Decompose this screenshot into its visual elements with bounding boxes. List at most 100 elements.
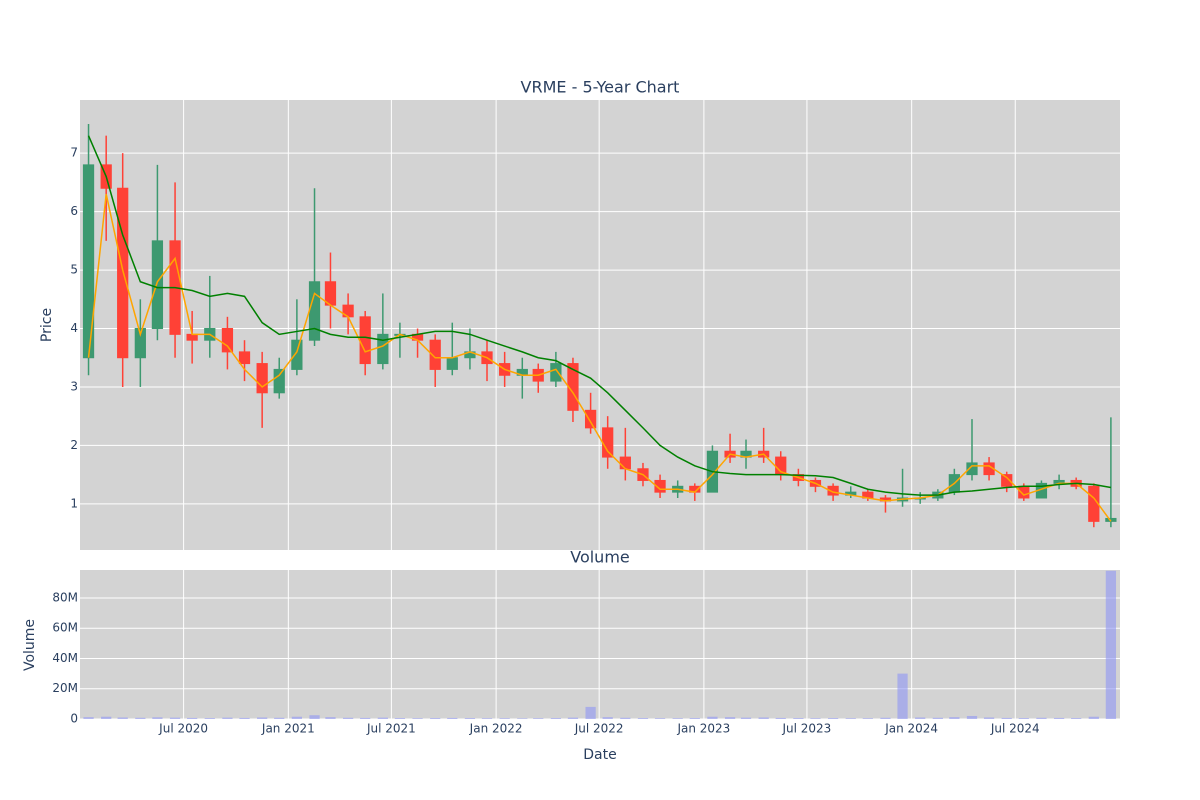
candle-body bbox=[134, 328, 146, 359]
candle-body bbox=[151, 240, 164, 330]
candle-body bbox=[446, 357, 458, 370]
volume-bar bbox=[810, 718, 821, 719]
volume-plot-area bbox=[80, 570, 1120, 719]
volume-bar bbox=[1001, 717, 1012, 719]
volume-bar bbox=[827, 718, 839, 719]
volume-bar bbox=[1036, 717, 1047, 719]
candle-body bbox=[602, 427, 614, 458]
volume-bar bbox=[481, 718, 493, 719]
candle-body bbox=[377, 333, 389, 365]
volume-bar bbox=[239, 717, 250, 719]
volume-bar bbox=[342, 717, 354, 719]
volume-bar bbox=[83, 717, 94, 719]
volume-bar bbox=[862, 718, 873, 719]
volume-bar bbox=[187, 717, 198, 719]
volume-tick-label: 60M bbox=[52, 621, 78, 635]
candle-body bbox=[186, 333, 198, 341]
candle-body bbox=[827, 485, 839, 496]
candle-body bbox=[1001, 474, 1013, 487]
candle-body bbox=[966, 462, 978, 476]
volume-bar bbox=[135, 717, 146, 719]
volume-bar bbox=[394, 718, 406, 719]
volume-bar bbox=[430, 718, 441, 719]
volume-bar bbox=[325, 717, 336, 719]
y-tick-label: 1 bbox=[70, 496, 78, 510]
candle-body bbox=[82, 164, 95, 359]
volume-bar bbox=[775, 717, 786, 719]
candle-body bbox=[584, 409, 597, 429]
volume-bar bbox=[257, 717, 268, 719]
x-tick-label: Jan 2023 bbox=[676, 722, 730, 736]
x-tick-label: Jul 2020 bbox=[158, 722, 208, 736]
volume-bar bbox=[377, 717, 388, 719]
volume-bar bbox=[152, 717, 163, 719]
candle-body bbox=[550, 363, 562, 382]
volume-bar bbox=[499, 718, 510, 719]
x-axis-label: Date bbox=[583, 747, 616, 763]
volume-bar bbox=[550, 718, 562, 719]
candle-body bbox=[359, 316, 371, 365]
volume-bar bbox=[689, 718, 700, 719]
y-axis-label: Price bbox=[39, 308, 55, 342]
moving-average-line bbox=[87, 135, 1112, 496]
volume-bar bbox=[169, 717, 181, 719]
volume-bar bbox=[585, 706, 596, 719]
volume-bar bbox=[1053, 717, 1065, 719]
volume-bar bbox=[412, 718, 423, 719]
volume-bar bbox=[1071, 718, 1082, 719]
volume-bar bbox=[360, 717, 371, 719]
volume-tick-label: 40M bbox=[52, 651, 78, 665]
candle-body bbox=[654, 479, 666, 493]
candle-body bbox=[429, 339, 441, 370]
y-tick-label: 7 bbox=[70, 146, 78, 160]
y-tick-label: 4 bbox=[70, 321, 78, 335]
volume-bar bbox=[1105, 570, 1117, 719]
candle-body bbox=[308, 281, 321, 341]
volume-bar bbox=[447, 717, 458, 719]
candle-body bbox=[221, 328, 234, 353]
volume-bar bbox=[533, 718, 544, 719]
volume-bar bbox=[724, 717, 736, 719]
volume-tick-label: 80M bbox=[52, 590, 78, 604]
volume-bar bbox=[602, 717, 613, 719]
volume-bar bbox=[1088, 716, 1099, 719]
candle-body bbox=[238, 351, 251, 365]
volume-bar bbox=[654, 718, 666, 719]
volume-bar bbox=[949, 717, 960, 719]
volume-bar bbox=[758, 717, 769, 719]
volume-bar bbox=[707, 716, 718, 719]
volume-axis-label: Volume bbox=[22, 619, 38, 671]
candle-body bbox=[291, 339, 303, 370]
y-tick-label: 5 bbox=[70, 263, 78, 277]
x-tick-label: Jan 2021 bbox=[261, 722, 315, 736]
moving-average-line bbox=[87, 193, 1112, 522]
x-tick-label: Jul 2024 bbox=[990, 722, 1040, 736]
volume-bar bbox=[845, 718, 856, 719]
y-tick-label: 2 bbox=[70, 438, 78, 452]
volume-bar bbox=[620, 717, 631, 719]
chart-title: VRME - 5-Year Chart bbox=[521, 78, 680, 97]
volume-bar bbox=[204, 718, 215, 719]
volume-bar bbox=[740, 717, 752, 719]
volume-bar bbox=[637, 718, 649, 719]
volume-bar bbox=[897, 673, 908, 719]
volume-bar bbox=[117, 717, 128, 719]
volume-bar bbox=[983, 717, 995, 719]
volume-title: Volume bbox=[570, 548, 630, 567]
candle-body bbox=[273, 368, 285, 394]
volume-bar bbox=[1018, 718, 1029, 719]
x-tick-label: Jul 2022 bbox=[574, 722, 624, 736]
volume-bar bbox=[567, 717, 579, 719]
x-tick-label: Jul 2023 bbox=[781, 722, 831, 736]
x-tick-label: Jan 2024 bbox=[884, 722, 938, 736]
price-plot-area bbox=[80, 100, 1120, 550]
volume-bar bbox=[793, 718, 804, 719]
candle-body bbox=[256, 363, 268, 394]
volume-bar bbox=[932, 717, 943, 719]
volume-bar bbox=[309, 715, 320, 719]
candle-body bbox=[117, 187, 129, 359]
volume-bar bbox=[101, 716, 112, 719]
volume-bar bbox=[274, 717, 285, 719]
